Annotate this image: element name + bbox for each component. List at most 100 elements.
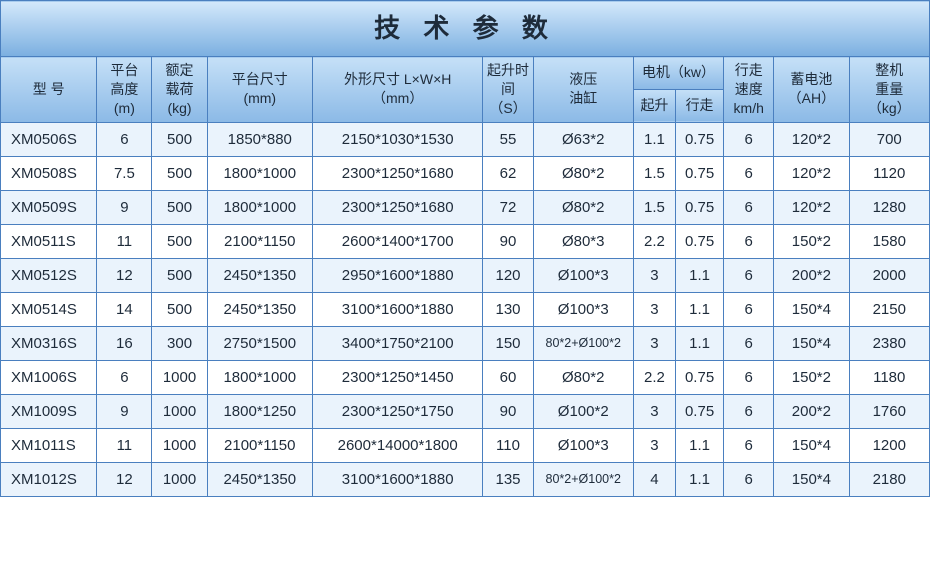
cell-motor-travel: 0.75 [676,190,724,224]
cell-model: XM1006S [1,360,97,394]
cell-battery: 150*2 [774,224,849,258]
cell-hydraulic-cylinder: Ø100*3 [533,428,633,462]
cell-lift-time: 110 [483,428,533,462]
cell-battery: 120*2 [774,156,849,190]
cell-motor-lift: 2.2 [633,224,675,258]
cell-model: XM0316S [1,326,97,360]
cell-machine-weight: 1760 [849,394,930,428]
cell-battery: 150*4 [774,462,849,496]
table-row: XM1012S1210002450*13503100*1600*18801358… [1,462,930,496]
cell-hydraulic-cylinder: Ø80*3 [533,224,633,258]
table-row: XM0506S65001850*8802150*1030*153055Ø63*2… [1,122,930,156]
cell-travel-speed: 6 [724,394,774,428]
cell-platform-size: 2750*1500 [207,326,312,360]
cell-rated-load: 500 [152,224,207,258]
cell-motor-lift: 4 [633,462,675,496]
cell-platform-height: 6 [97,360,152,394]
cell-platform-size: 1800*1000 [207,156,312,190]
cell-machine-weight: 1580 [849,224,930,258]
col-motor-group: 电机（kw） [633,57,723,90]
table-header: 技 术 参 数 型 号 平台高度(m) 额定载荷(kg) 平台尺寸(mm) 外形… [1,1,930,123]
col-overall-size: 外形尺寸 L×W×H（mm） [312,57,483,123]
cell-overall-size: 2150*1030*1530 [312,122,483,156]
cell-motor-travel: 0.75 [676,122,724,156]
cell-machine-weight: 2000 [849,258,930,292]
cell-overall-size: 2600*14000*1800 [312,428,483,462]
cell-overall-size: 2300*1250*1450 [312,360,483,394]
cell-motor-travel: 1.1 [676,258,724,292]
cell-battery: 150*2 [774,360,849,394]
cell-motor-lift: 3 [633,326,675,360]
cell-travel-speed: 6 [724,462,774,496]
cell-battery: 150*4 [774,326,849,360]
cell-travel-speed: 6 [724,258,774,292]
cell-platform-size: 1850*880 [207,122,312,156]
col-model: 型 号 [1,57,97,123]
cell-travel-speed: 6 [724,122,774,156]
col-motor-travel: 行走 [676,89,724,122]
cell-travel-speed: 6 [724,360,774,394]
cell-model: XM0506S [1,122,97,156]
cell-battery: 200*2 [774,258,849,292]
cell-lift-time: 120 [483,258,533,292]
cell-overall-size: 3400*1750*2100 [312,326,483,360]
cell-lift-time: 90 [483,224,533,258]
cell-platform-height: 11 [97,428,152,462]
table-row: XM0511S115002100*11502600*1400*170090Ø80… [1,224,930,258]
cell-rated-load: 1000 [152,360,207,394]
cell-machine-weight: 1200 [849,428,930,462]
cell-hydraulic-cylinder: Ø80*2 [533,190,633,224]
cell-hydraulic-cylinder: 80*2+Ø100*2 [533,462,633,496]
cell-motor-travel: 1.1 [676,462,724,496]
cell-rated-load: 500 [152,190,207,224]
cell-model: XM0508S [1,156,97,190]
cell-rated-load: 300 [152,326,207,360]
cell-model: XM1009S [1,394,97,428]
col-motor-lift: 起升 [633,89,675,122]
col-platform-size: 平台尺寸(mm) [207,57,312,123]
cell-motor-lift: 1.1 [633,122,675,156]
cell-motor-lift: 3 [633,428,675,462]
cell-model: XM0509S [1,190,97,224]
table-row: XM1006S610001800*10002300*1250*145060Ø80… [1,360,930,394]
cell-hydraulic-cylinder: Ø80*2 [533,360,633,394]
cell-platform-height: 12 [97,462,152,496]
cell-motor-lift: 3 [633,292,675,326]
cell-battery: 150*4 [774,292,849,326]
cell-travel-speed: 6 [724,224,774,258]
cell-motor-travel: 0.75 [676,224,724,258]
cell-overall-size: 2600*1400*1700 [312,224,483,258]
cell-model: XM0511S [1,224,97,258]
cell-lift-time: 72 [483,190,533,224]
table-row: XM0508S7.55001800*10002300*1250*168062Ø8… [1,156,930,190]
cell-overall-size: 2300*1250*1680 [312,190,483,224]
cell-lift-time: 55 [483,122,533,156]
cell-machine-weight: 1280 [849,190,930,224]
cell-platform-size: 2100*1150 [207,224,312,258]
cell-battery: 120*2 [774,190,849,224]
cell-hydraulic-cylinder: Ø100*2 [533,394,633,428]
col-machine-weight: 整机重量（kg） [849,57,930,123]
cell-hydraulic-cylinder: Ø80*2 [533,156,633,190]
cell-platform-size: 2450*1350 [207,258,312,292]
cell-rated-load: 500 [152,292,207,326]
cell-machine-weight: 2380 [849,326,930,360]
col-hydraulic-cylinder: 液压油缸 [533,57,633,123]
cell-machine-weight: 2180 [849,462,930,496]
cell-motor-travel: 0.75 [676,156,724,190]
cell-platform-size: 1800*1000 [207,190,312,224]
cell-battery: 200*2 [774,394,849,428]
cell-hydraulic-cylinder: Ø100*3 [533,292,633,326]
table-title: 技 术 参 数 [1,1,930,57]
cell-model: XM1011S [1,428,97,462]
cell-motor-travel: 1.1 [676,292,724,326]
table-row: XM0514S145002450*13503100*1600*1880130Ø1… [1,292,930,326]
cell-motor-lift: 1.5 [633,190,675,224]
cell-platform-size: 2450*1350 [207,292,312,326]
cell-lift-time: 90 [483,394,533,428]
cell-model: XM0512S [1,258,97,292]
table-row: XM0509S95001800*10002300*1250*168072Ø80*… [1,190,930,224]
cell-platform-height: 9 [97,394,152,428]
col-platform-height: 平台高度(m) [97,57,152,123]
cell-rated-load: 500 [152,122,207,156]
